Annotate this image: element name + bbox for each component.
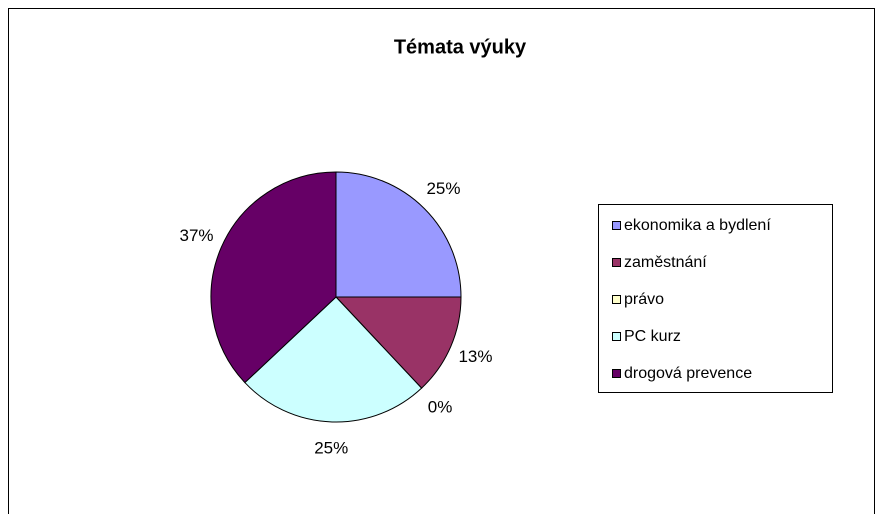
pie-slice (335, 171, 462, 298)
data-label: 25% (426, 179, 460, 198)
legend-label: PC kurz (624, 328, 681, 345)
data-label: 13% (458, 347, 492, 366)
legend-swatch (612, 369, 621, 378)
legend-swatch (612, 221, 621, 230)
legend-label: ekonomika a bydlení (624, 217, 771, 234)
chart-title: Témata výuky (394, 36, 527, 58)
data-label: 37% (179, 226, 213, 245)
legend-label: právo (624, 291, 664, 308)
data-label: 25% (314, 438, 348, 457)
legend-label: drogová prevence (624, 365, 752, 382)
legend-swatch (612, 332, 621, 341)
legend-label: zaměstnání (624, 254, 707, 271)
data-label: 0% (428, 397, 453, 416)
legend-box (598, 204, 833, 393)
pie-slice (334, 296, 462, 389)
legend-swatch (612, 295, 621, 304)
legend-swatch (612, 258, 621, 267)
pie-slice (210, 171, 337, 384)
pie-slice (244, 296, 423, 423)
